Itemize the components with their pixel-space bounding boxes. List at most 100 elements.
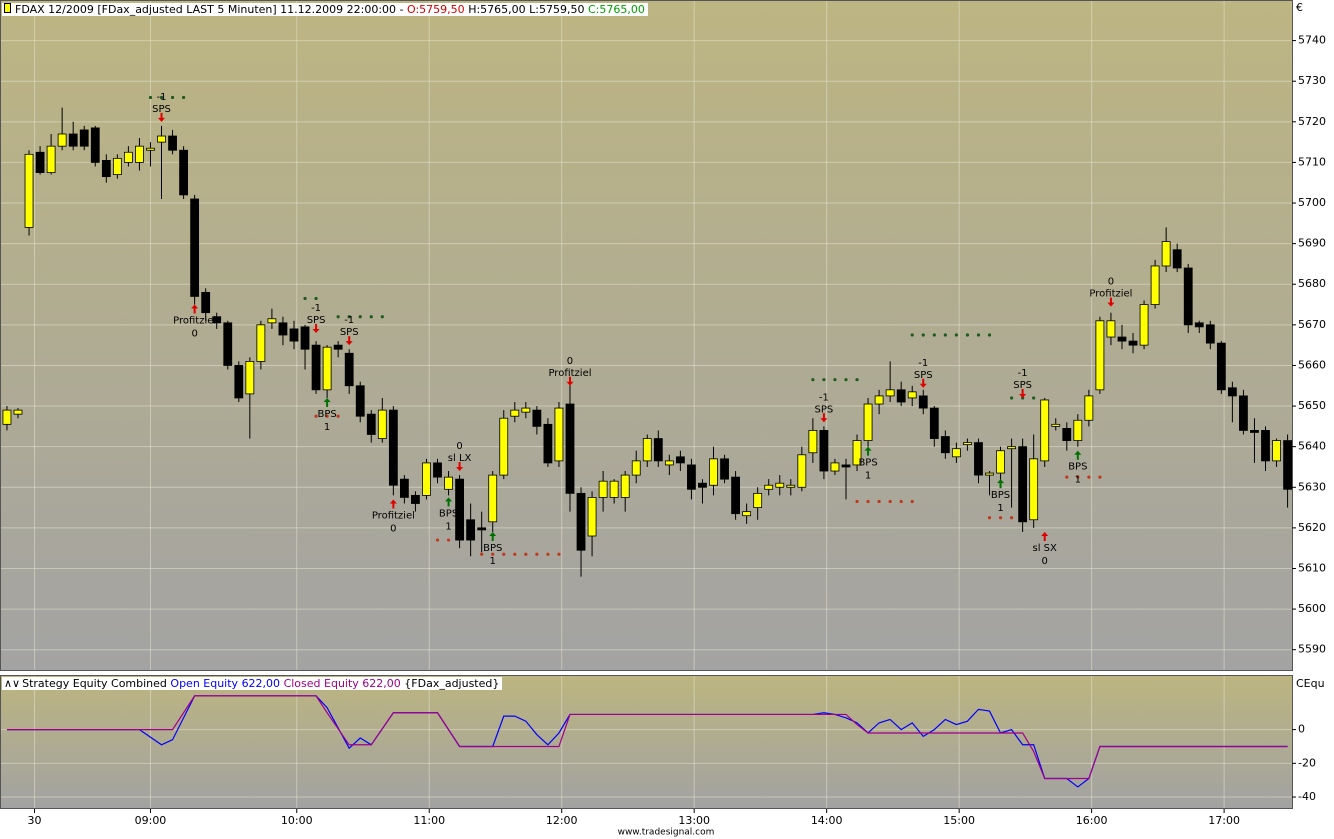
candle-body [13,409,23,415]
signal-arrow [1107,297,1115,307]
equity-title: Strategy Equity Combined [22,677,167,690]
y-tick-label: 5680 [1298,277,1326,290]
candle-body [168,135,177,151]
stop-dot [1009,516,1014,520]
position-label: 1 [490,556,496,567]
candle-body [1250,430,1259,433]
position-label: 0 [1042,556,1048,567]
y-tick-label: 5670 [1298,318,1326,331]
candle-body [653,438,663,462]
equity-header: ∧∨ Strategy Equity Combined Open Equity 6… [2,677,503,690]
stop-dot [987,333,992,337]
position-label: -1 [311,303,321,314]
candle-body [1205,324,1215,344]
candle-body [223,322,233,366]
signal-label: sl LX [448,453,472,464]
y-tick-label: 5720 [1298,115,1326,128]
candle-body [1172,249,1182,269]
price-header: FDAX 12/2009 [FDax_adjusted LAST 5 Minut… [2,3,648,16]
candle-body [642,438,652,462]
candle-body [598,480,608,498]
stop-dot [336,414,340,418]
stop-dot [1087,475,1091,479]
y-tick-label: 5600 [1298,602,1326,615]
candle-body [863,403,873,441]
signal-label: BPS [1068,462,1087,473]
signal-label: Profitziel [1089,289,1132,300]
candle-body [764,484,774,490]
stop-dot [932,333,936,337]
candle-body [278,322,288,336]
candle-body [1062,427,1072,441]
stop-dot [987,516,992,520]
candle-body [940,436,950,454]
x-tick-label: 11:00 [413,814,445,827]
candle-body [830,462,840,472]
position-label: 0 [456,441,462,452]
high-label: H:5765,00 [468,3,526,16]
stop-dot [535,552,539,556]
candle-body [444,476,453,490]
candle-body [675,456,685,464]
signal-label: SPS [307,315,326,326]
candle-body [35,151,45,173]
signal-label: SPS [340,327,359,338]
stop-dot [954,333,958,337]
candle-body [135,145,144,163]
signal-label: SPS [152,104,171,115]
signal-arrow [1041,531,1049,541]
stop-dot [921,333,925,337]
candle-body [322,346,332,391]
stop-dot [866,499,870,504]
candle-body [1018,446,1028,523]
signal-label: sl SX [1033,543,1058,554]
y-tick-label: 5630 [1298,480,1326,493]
position-label: 1 [445,521,451,532]
position-label: -1 [344,315,354,326]
position-label: -1 [157,92,167,103]
x-tick-label: 17:00 [1208,814,1240,827]
signal-label: SPS [914,370,933,381]
signal-arrow [489,531,497,541]
candle-body [1128,340,1138,346]
y-tick-label: 5640 [1298,440,1326,453]
candle-body [311,344,321,391]
price-panel [0,0,1293,671]
position-label: 0 [390,523,396,534]
candle-body [1227,387,1237,397]
candle-body [190,198,200,297]
candle-body [1029,458,1039,521]
signal-arrow [864,446,872,456]
candle-body [388,409,398,486]
candle-body [57,133,67,147]
position-label: -1 [1018,368,1028,379]
signal-arrow [566,376,574,386]
source: {FDax_adjusted} [404,677,500,690]
y-tick-label: 5700 [1298,196,1326,209]
stop-dot [181,95,186,100]
candle-body [344,352,354,387]
candle-body [731,476,740,515]
candle-body [1150,265,1160,305]
candle-body [1095,320,1105,391]
candle-body [1161,241,1171,267]
legend-entry: Closed Equity 622,00 [283,677,401,690]
candle-body [411,494,420,504]
x-tick-label: 14:00 [811,814,843,827]
y-tick-label: 5610 [1298,561,1326,574]
icon [4,3,11,13]
signal-arrow [323,397,331,407]
candle-body [1106,320,1116,338]
candle-body [1084,395,1094,421]
candle-body [874,395,884,405]
x-tick-label: 30 [28,814,42,827]
signal-label: BPS [991,490,1010,501]
y-tick-label: 5620 [1298,521,1326,534]
stop-dot [336,315,340,319]
symbol: FDAX 12/2009 [FDax_adjusted LAST 5 Minut… [15,3,404,16]
candle-body [1216,342,1226,391]
candle-body [929,407,939,439]
signal-label: BPS [483,543,502,554]
stop-dot [325,414,329,418]
candle-body [1239,395,1248,431]
